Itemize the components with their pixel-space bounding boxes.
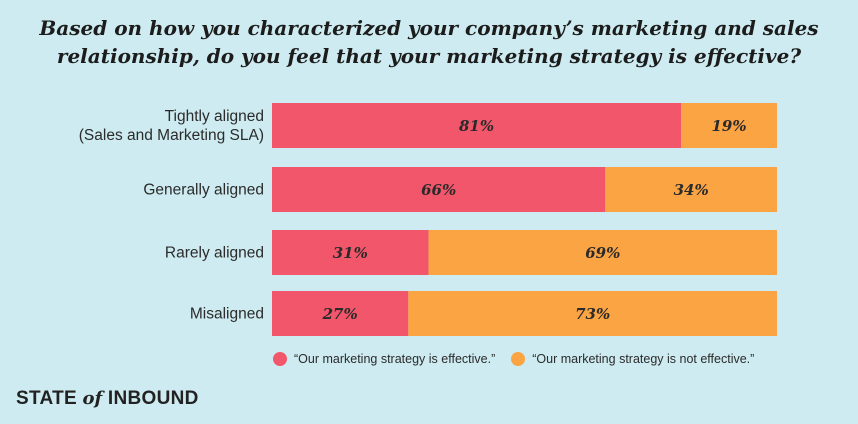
data-label: 19% [711, 117, 746, 135]
legend-label-not-effective: “Our marketing strategy is not effective… [532, 352, 755, 366]
category-label: Misaligned [190, 306, 264, 323]
data-label: 27% [322, 305, 358, 323]
data-label: 69% [585, 244, 620, 262]
category-label-line: (Sales and Marketing SLA) [79, 127, 264, 144]
brand-part-of: of [82, 388, 103, 409]
chart-title: Based on how you characterized your comp… [0, 14, 858, 70]
bar-segment-effective [272, 103, 682, 148]
legend-item-not-effective: “Our marketing strategy is not effective… [511, 352, 754, 366]
data-label: 31% [333, 244, 368, 262]
bar-segment-effective [272, 167, 606, 212]
data-label: 66% [421, 181, 456, 199]
brand-part-inbound: INBOUND [102, 388, 199, 409]
legend-swatch-not-effective [511, 352, 526, 366]
data-label: 81% [459, 117, 494, 135]
bar-segment-effective [272, 230, 429, 275]
category-label-line: Generally aligned [143, 182, 264, 199]
data-label: 73% [575, 305, 610, 323]
legend-label-effective: “Our marketing strategy is effective.” [294, 352, 496, 366]
category-label-line: Rarely aligned [165, 245, 264, 262]
category-label: Rarely aligned [165, 245, 264, 262]
bar-segment-not-effective [605, 167, 777, 212]
bar-segment-not-effective [428, 230, 777, 275]
legend-swatch-effective [273, 352, 287, 366]
legend-item-effective: “Our marketing strategy is effective.” [273, 352, 495, 366]
data-label: 34% [674, 181, 709, 199]
bar-segment-not-effective [408, 291, 777, 336]
bar-segment-effective [272, 291, 409, 336]
category-label-line: Tightly aligned [165, 108, 264, 125]
legend: “Our marketing strategy is effective.” “… [273, 352, 770, 366]
brand-logo: STATE of INBOUND [16, 388, 199, 410]
chart-title-line-2: relationship, do you feel that your mark… [56, 44, 802, 68]
brand-part-state: STATE [16, 388, 83, 409]
category-label-line: Misaligned [190, 306, 264, 323]
bar-segment-not-effective [681, 103, 777, 148]
stacked-bar-chart: Tightly aligned (Sales and Marketing SLA)… [79, 103, 777, 336]
category-label: Generally aligned [143, 182, 264, 199]
category-label: Tightly aligned (Sales and Marketing SLA) [79, 108, 264, 144]
chart-title-line-1: Based on how you characterized your comp… [39, 16, 819, 40]
